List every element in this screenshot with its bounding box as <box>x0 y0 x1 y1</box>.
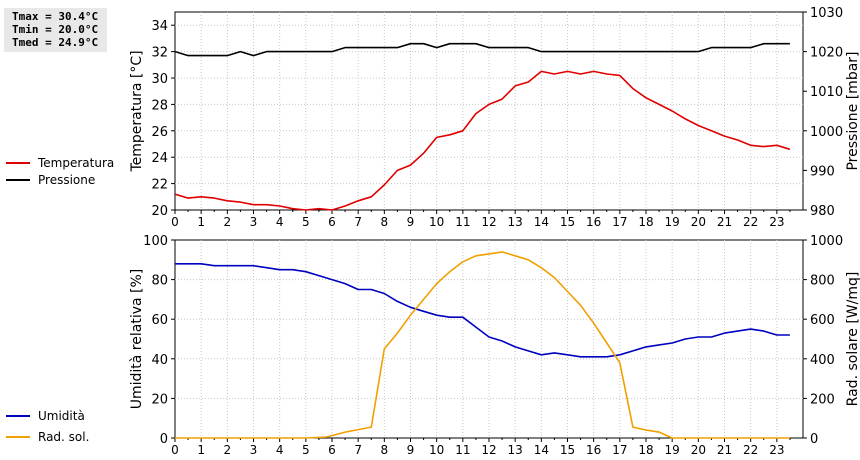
y-right-tick-label: 980 <box>810 204 835 219</box>
y-right-tick-label: 990 <box>810 164 835 179</box>
y-left-tick-label: 26 <box>151 125 168 140</box>
x-tick-label: 0 <box>171 443 179 457</box>
x-tick-label: 3 <box>250 215 258 229</box>
chart-panel-1: 0 1 2 3 4 5 6 7 8 9 10 11 12 13 14 15 16 17 18 19 20 21 22 2320… <box>6 6 860 229</box>
y-left-tick-label: 80 <box>151 274 168 289</box>
y-right-tick-label: 400 <box>810 353 835 368</box>
x-tick-label: 5 <box>302 215 310 229</box>
y-right-axis-label: Pressione [mbar] <box>845 51 860 170</box>
y-left-tick-label: 28 <box>151 98 168 113</box>
y-right-tick-label: 1000 <box>810 234 843 249</box>
y-right-tick-label: 1020 <box>810 46 843 61</box>
x-tick-label: 15 <box>560 215 575 229</box>
x-tick-label: 12 <box>481 215 496 229</box>
x-tick-label: 15 <box>560 443 575 457</box>
y-left-tick-label: 34 <box>151 19 168 34</box>
x-tick-label: 14 <box>534 215 549 229</box>
series-line-1-1 <box>175 70 791 211</box>
y-left-tick-label: 22 <box>151 178 168 193</box>
y-right-tick-label: 1010 <box>810 85 843 100</box>
x-tick-label: 12 <box>481 443 496 457</box>
x-tick-label: 6 <box>328 443 336 457</box>
stat-tmax: Tmax = 30.4°C <box>12 10 99 23</box>
y-right-tick-label: 1000 <box>810 125 843 140</box>
x-tick-label: 23 <box>769 215 784 229</box>
y-left-tick-label: 32 <box>151 46 168 61</box>
x-tick-label: 13 <box>508 443 523 457</box>
y-right-tick-label: 800 <box>810 274 835 289</box>
x-tick-label: 14 <box>534 443 549 457</box>
series-line-1-2 <box>175 42 790 57</box>
x-tick-label: 5 <box>302 443 310 457</box>
x-tick-label: 17 <box>612 443 627 457</box>
x-tick-label: 19 <box>665 443 680 457</box>
x-tick-label: 18 <box>638 215 653 229</box>
y-right-tick-label: 200 <box>810 392 835 407</box>
x-tick-label: 3 <box>250 443 258 457</box>
y-left-tick-label: 20 <box>151 204 168 219</box>
series-line-2-1 <box>175 262 790 358</box>
y-left-tick-label: 60 <box>151 313 168 328</box>
x-tick-label: 9 <box>407 443 415 457</box>
x-tick-label: 4 <box>276 215 284 229</box>
x-tick-label: 21 <box>717 443 732 457</box>
x-tick-label: 11 <box>455 215 470 229</box>
x-tick-label: 17 <box>612 215 627 229</box>
y-left-tick-label: 40 <box>151 353 168 368</box>
x-tick-label: 13 <box>508 215 523 229</box>
y-right-tick-label: 600 <box>810 313 835 328</box>
x-tick-label: 4 <box>276 443 284 457</box>
x-tick-label: 7 <box>354 215 362 229</box>
x-tick-label: 10 <box>429 443 444 457</box>
y-right-tick-label: 1030 <box>810 6 843 21</box>
chart-panel-2: 0 1 2 3 4 5 6 7 8 9 10 11 12 13 14 15 16 17 18 19 20 21 22 2302… <box>6 234 860 457</box>
y-left-tick-label: 24 <box>151 151 168 166</box>
y-left-tick-label: 100 <box>143 234 168 249</box>
legend-label: Temperatura <box>37 156 114 170</box>
y-left-tick-label: 0 <box>160 432 168 447</box>
x-tick-label: 20 <box>691 215 706 229</box>
x-tick-label: 19 <box>665 215 680 229</box>
x-tick-label: 16 <box>586 443 601 457</box>
y-right-tick-label: 0 <box>810 432 818 447</box>
x-tick-label: 20 <box>691 443 706 457</box>
x-tick-label: 11 <box>455 443 470 457</box>
x-tick-label: 2 <box>224 443 232 457</box>
x-tick-label: 21 <box>717 215 732 229</box>
x-tick-label: 16 <box>586 215 601 229</box>
y-left-axis-label: Temperatura [°C] <box>129 50 145 172</box>
legend-label: Rad. sol. <box>38 430 89 444</box>
x-tick-label: 2 <box>224 215 232 229</box>
y-left-tick-label: 20 <box>151 392 168 407</box>
x-tick-label: 8 <box>381 443 389 457</box>
y-left-axis-label: Umidità relativa [%] <box>129 269 145 410</box>
y-left-tick-label: 30 <box>151 72 168 87</box>
x-tick-label: 7 <box>354 443 362 457</box>
x-tick-label: 23 <box>769 443 784 457</box>
y-right-axis-label: Rad. solare [W/mq] <box>845 272 860 407</box>
x-tick-label: 18 <box>638 443 653 457</box>
x-tick-label: 9 <box>407 215 415 229</box>
legend-label: Pressione <box>38 173 95 187</box>
x-tick-label: 0 <box>171 215 179 229</box>
x-tick-label: 1 <box>197 215 205 229</box>
stats-box: Tmax = 30.4°C Tmin = 20.0°C Tmed = 24.9°… <box>4 8 107 52</box>
x-tick-label: 22 <box>743 443 758 457</box>
x-tick-label: 8 <box>381 215 389 229</box>
stat-tmed: Tmed = 24.9°C <box>12 36 99 49</box>
series-line-2-2 <box>175 251 790 439</box>
legend-label: Umidità <box>38 409 85 423</box>
x-tick-label: 1 <box>197 443 205 457</box>
x-tick-label: 6 <box>328 215 336 229</box>
stat-tmin: Tmin = 20.0°C <box>12 23 99 36</box>
x-tick-label: 10 <box>429 215 444 229</box>
x-tick-label: 22 <box>743 215 758 229</box>
